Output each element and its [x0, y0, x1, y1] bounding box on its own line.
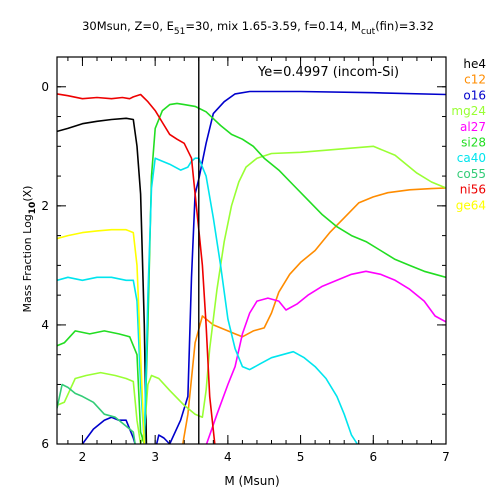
series-line-ge64: [57, 228, 146, 444]
y-tick-label: 6: [41, 437, 49, 451]
series-line-al27: [205, 270, 446, 444]
x-tick-label: 3: [151, 450, 159, 464]
series-line-si28: [57, 102, 446, 444]
x-axis-label: M (Msun): [224, 474, 279, 488]
legend-item-ca40: ca40: [457, 151, 486, 165]
plot-frame: [56, 56, 447, 445]
series-line-he4: [57, 117, 148, 444]
series-lines: [57, 90, 446, 444]
y-tick-label: 0: [41, 80, 49, 94]
series-line-ca40: [57, 157, 358, 444]
x-tick-label: 2: [79, 450, 87, 464]
legend-item-ge64: ge64: [456, 198, 486, 212]
legend-item-ni56: ni56: [460, 183, 486, 197]
axis-ticks: 2 3 4 5 6 7 0 2 4 6: [41, 56, 450, 464]
legend-item-al27: al27: [460, 120, 486, 134]
y-tick-label: 4: [41, 318, 49, 332]
legend-item-he4: he4: [463, 57, 486, 71]
legend-item-o16: o16: [463, 88, 486, 102]
series-line-ni56: [57, 93, 216, 444]
ye-annotation: Ye=0.4997 (incom-Si): [257, 65, 399, 80]
x-tick-label: 7: [442, 450, 450, 464]
y-tick-label: 2: [41, 199, 49, 213]
legend-item-mg24: mg24: [451, 104, 486, 118]
series-line-o16: [81, 90, 446, 444]
x-tick-label: 5: [297, 450, 305, 464]
y-axis-label: Mass Fraction Log10(X): [21, 186, 38, 313]
series-line-mg24: [57, 145, 446, 444]
legend-item-co55: co55: [457, 167, 486, 181]
x-tick-label: 6: [369, 450, 377, 464]
chart-title: 30Msun, Z=0, E51=30, mix 1.65-3.59, f=0.…: [82, 19, 434, 37]
series-line-c12: [182, 187, 446, 444]
legend-item-si28: si28: [461, 136, 486, 150]
legend-item-c12: c12: [464, 73, 486, 87]
series-line-co55: [57, 383, 136, 444]
x-tick-label: 4: [224, 450, 232, 464]
